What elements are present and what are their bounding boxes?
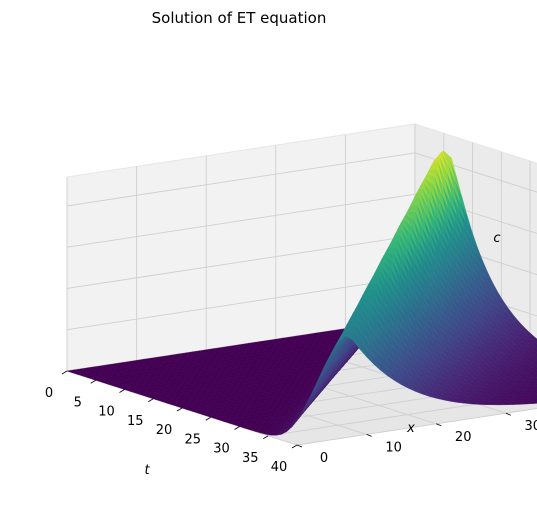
x-tick-label: 10 [385,440,402,455]
t-tick-label: 5 [74,395,82,410]
t-tick-label: 35 [242,451,259,466]
chart-title: Solution of ET equation [152,9,327,27]
t-tick-mark [148,399,153,402]
t-tick-label: 10 [98,405,115,420]
x-tick-label: 20 [455,430,472,445]
t-tick-mark [235,427,240,430]
x-tick-mark [297,445,302,447]
t-tick-label: 0 [45,386,53,401]
t-tick-mark [292,445,297,448]
t-tick-label: 20 [156,423,173,438]
t-tick-mark [91,380,96,383]
c-axis-label: c [493,231,500,246]
t-tick-mark [120,390,125,393]
x-tick-label: 0 [320,451,328,466]
t-tick-mark [263,436,268,439]
t-tick-mark [206,417,211,420]
t-tick-mark [62,371,67,374]
x-tick-mark [506,413,511,415]
t-tick-label: 25 [185,432,202,447]
x-tick-mark [367,434,372,436]
t-tick-label: 15 [127,414,144,429]
x-tick-label: 30 [525,419,537,434]
t-tick-label: 40 [271,460,288,475]
t-tick-mark [177,408,182,411]
t-axis-label: t [144,463,150,478]
x-axis-label: x [406,421,415,436]
t-tick-label: 30 [213,442,230,457]
x-tick-mark [436,424,441,426]
